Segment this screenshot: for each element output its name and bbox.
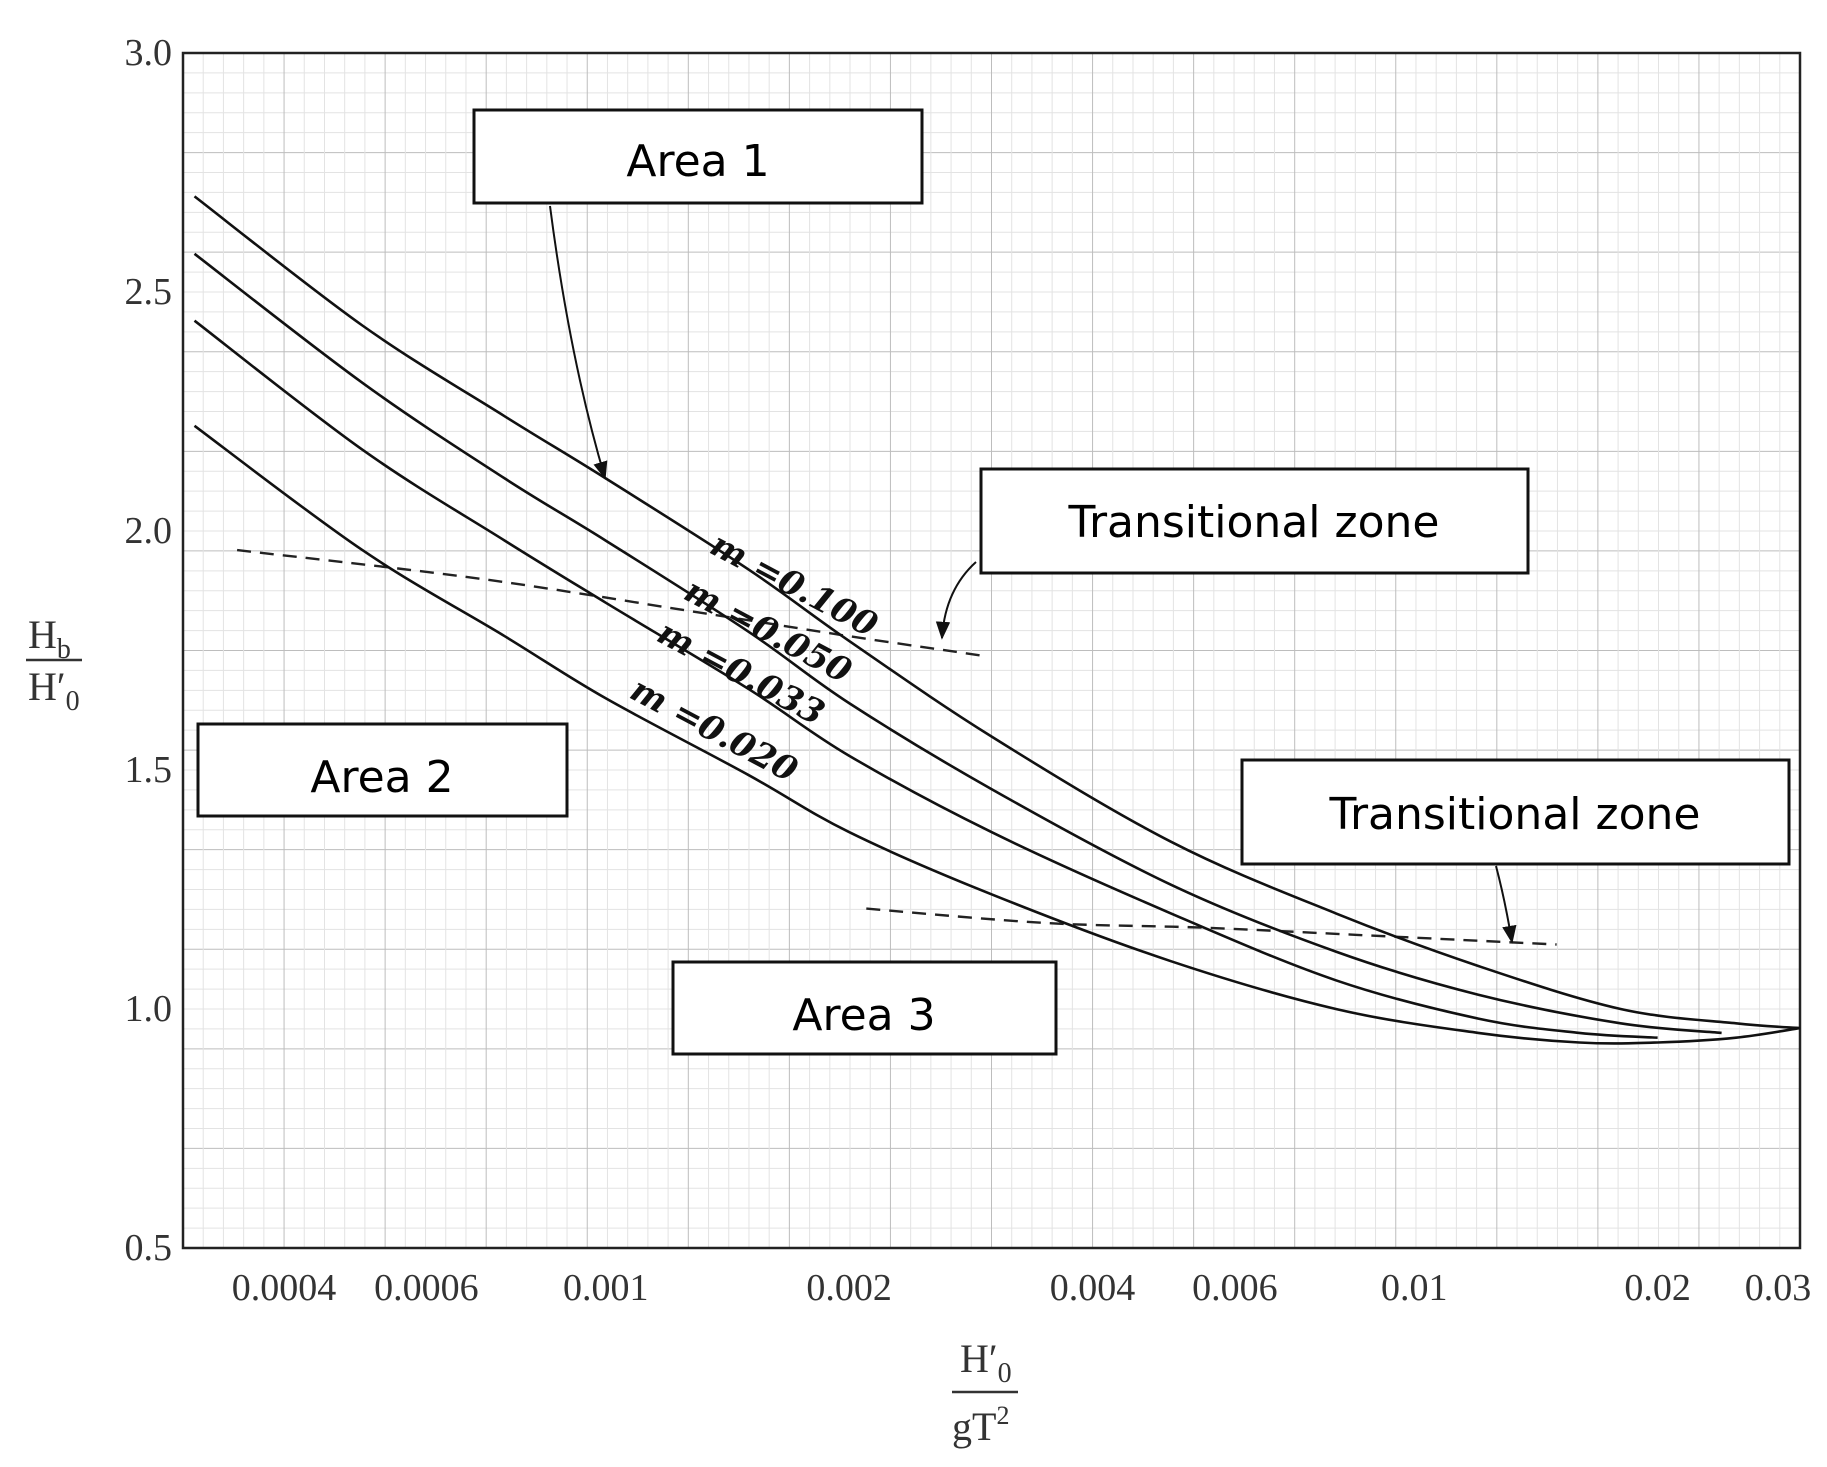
y-tick-label: 1.5 — [125, 749, 173, 791]
annotation-transitional-zone-upper: Transitional zone — [979, 467, 1530, 575]
y-tick-labels: 3.0 2.5 2.0 1.5 1.0 0.5 — [125, 32, 173, 1269]
arrow-transitional-zone-upper — [935, 561, 977, 640]
x-tick-label: 0.01 — [1381, 1267, 1448, 1309]
x-tick-label: 0.006 — [1192, 1267, 1278, 1309]
annotation-area-1: Area 1 — [472, 108, 924, 205]
svg-text:Area 3: Area 3 — [792, 990, 935, 1041]
x-label-num: H′0 — [960, 1336, 1012, 1389]
arrow-area-1 — [549, 205, 608, 480]
x-tick-label: 0.0006 — [374, 1267, 479, 1309]
curve-m-0033 — [193, 319, 1658, 1039]
svg-text:Area 2: Area 2 — [310, 752, 453, 803]
y-tick-label: 0.5 — [125, 1227, 173, 1269]
curve-m-0050 — [193, 252, 1722, 1035]
x-tick-label: 0.001 — [563, 1267, 649, 1309]
curve-m-0020 — [193, 424, 1801, 1045]
y-tick-label: 1.0 — [125, 988, 173, 1030]
curves — [193, 195, 1801, 1045]
curve-m-0100 — [193, 195, 1801, 1030]
y-label-num: Hb — [28, 612, 71, 665]
x-tick-label: 0.002 — [806, 1267, 892, 1309]
y-tick-label: 2.5 — [125, 271, 173, 313]
svg-text:Transitional zone: Transitional zone — [1068, 497, 1440, 548]
svg-text:Area 1: Area 1 — [626, 136, 769, 187]
x-tick-label: 0.004 — [1050, 1267, 1136, 1309]
y-axis-label: Hb H′0 — [26, 612, 82, 717]
transitional-limit-line-1 — [236, 548, 980, 657]
transitional-limit-line-2 — [866, 907, 1557, 946]
annotation-area-2: Area 2 — [196, 722, 569, 818]
grid-lines — [183, 53, 1800, 1248]
x-tick-label: 0.0004 — [232, 1267, 337, 1309]
limit-lines — [236, 548, 1557, 946]
x-label-den: gT2 — [952, 1401, 1009, 1449]
annotation-area-3: Area 3 — [671, 960, 1058, 1056]
y-tick-label: 3.0 — [125, 32, 173, 74]
y-tick-label: 2.0 — [125, 510, 173, 552]
x-tick-label: 0.02 — [1624, 1267, 1691, 1309]
x-axis-label: H′0 gT2 — [952, 1336, 1018, 1449]
svg-text:Transitional zone: Transitional zone — [1329, 789, 1701, 840]
x-tick-label: 0.03 — [1745, 1267, 1812, 1309]
annotation-transitional-zone-lower: Transitional zone — [1240, 758, 1791, 866]
y-label-den: H′0 — [28, 664, 80, 717]
arrow-transitional-zone-lower — [1495, 865, 1517, 944]
x-tick-labels: 0.0004 0.0006 0.001 0.002 0.004 0.006 0.01 0.02… — [232, 1267, 1811, 1309]
plot-frame — [181, 51, 1802, 1250]
